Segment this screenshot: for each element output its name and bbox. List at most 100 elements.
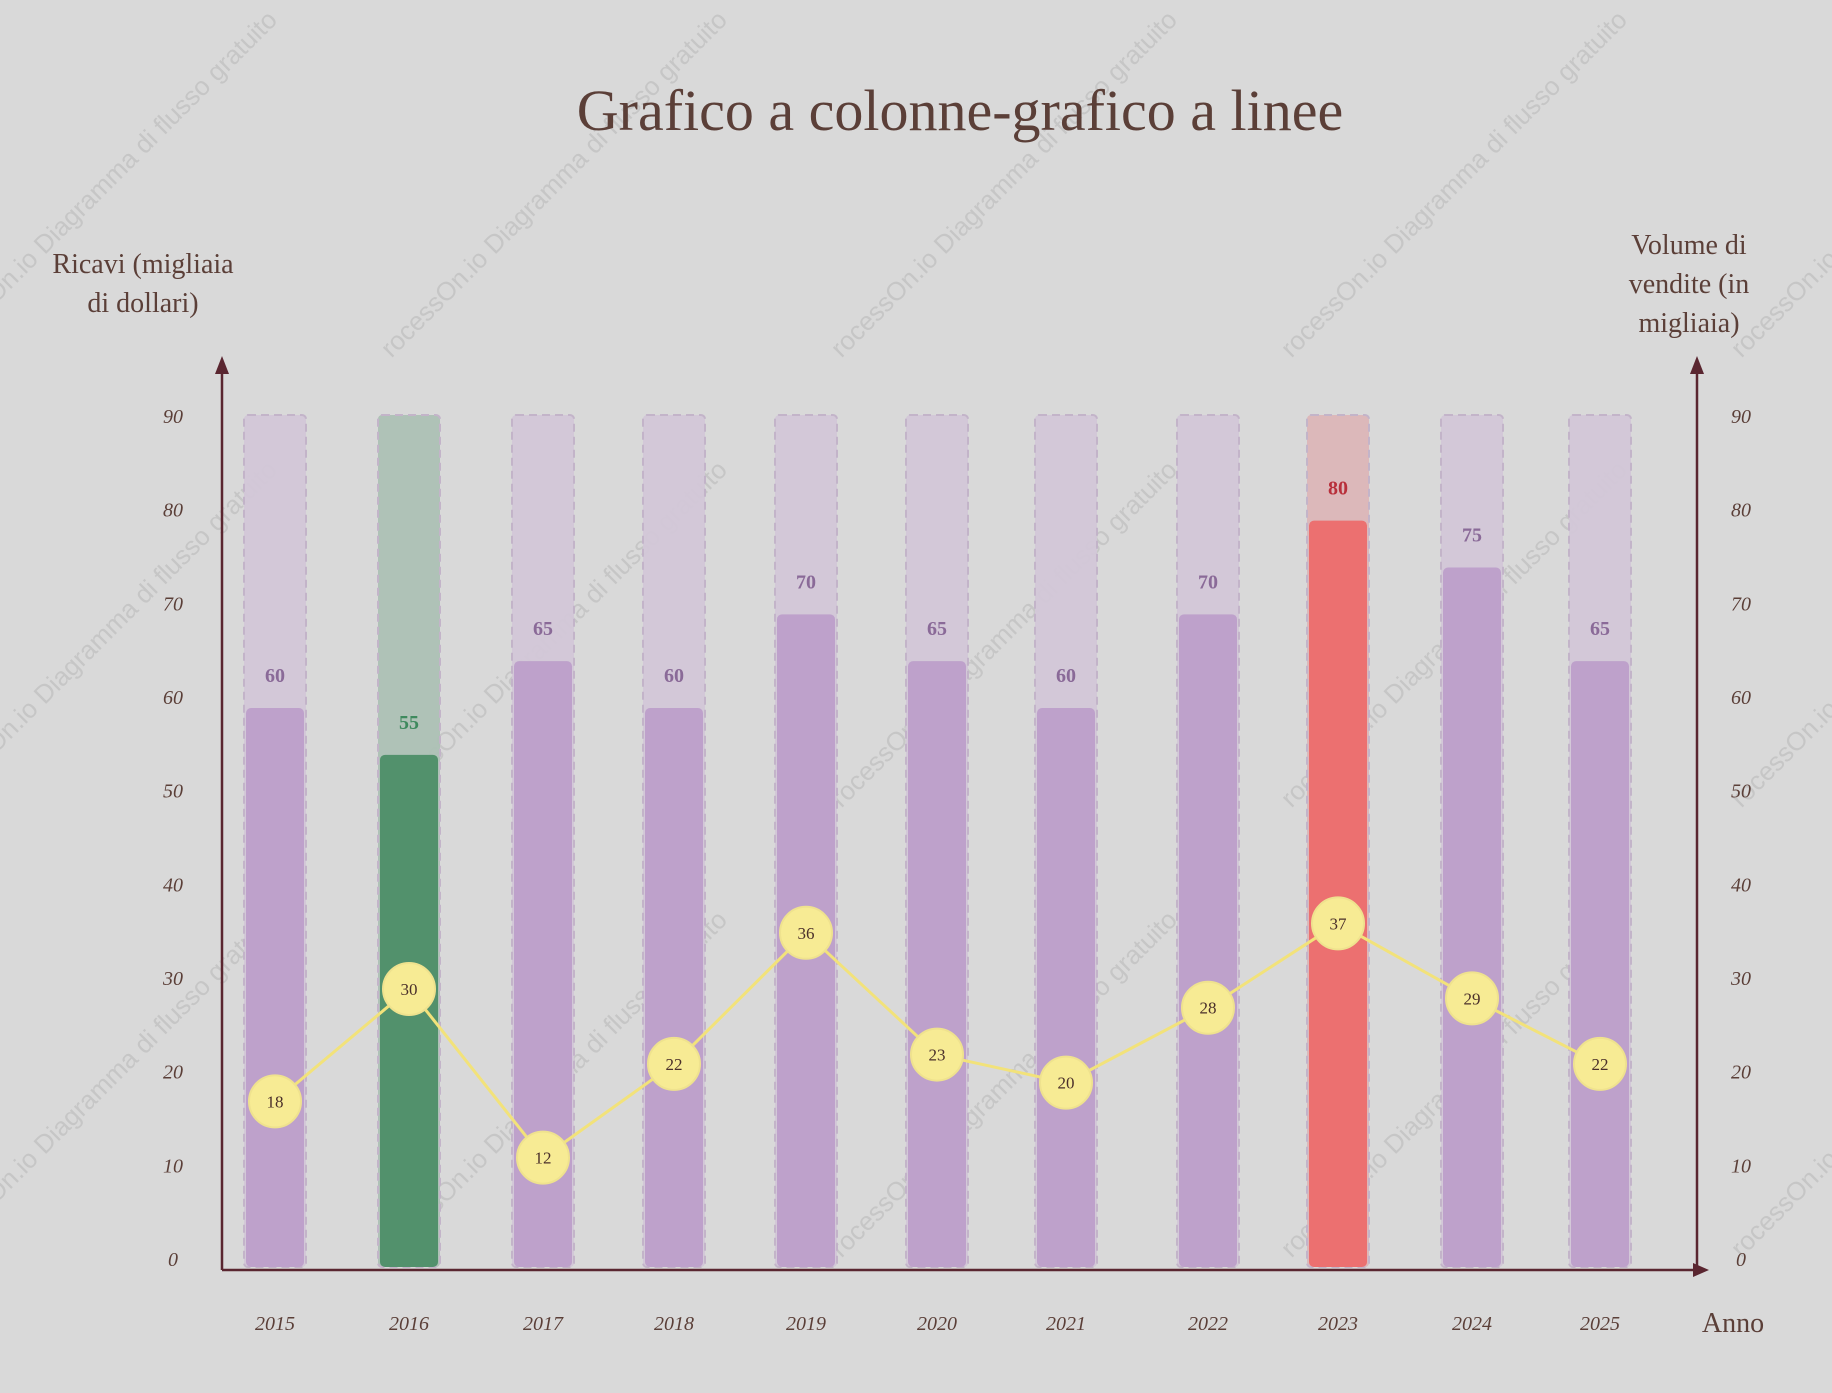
bar (645, 708, 703, 1267)
bar-group-2018: 60 (642, 414, 706, 1268)
x-tick-label: 2019 (786, 1313, 826, 1335)
watermark-text: rocessOn.io Diagramma di flusso gratuito (1724, 4, 1832, 362)
line-marker (1573, 1036, 1627, 1091)
line-value-label: 30 (401, 980, 418, 999)
line-series: 18 30 12 22 36 23 20 28 37 29 22 (248, 896, 1627, 1185)
watermark-text: rocessOn.io Diagramma di flusso gratuito (0, 454, 283, 812)
line-point-2023: 37 (1311, 896, 1365, 951)
left-y-tick-label: 70 (163, 593, 183, 615)
line-marker (1311, 896, 1365, 951)
x-tick-label: 2017 (523, 1313, 564, 1335)
right-y-tick-label: 10 (1731, 1155, 1751, 1177)
bar-group-2023: 80 (1306, 414, 1370, 1268)
bar-group-2019: 70 (774, 414, 838, 1268)
bar (1179, 614, 1237, 1267)
line-value-label: 12 (535, 1149, 552, 1168)
bar-value-label: 70 (1198, 571, 1218, 593)
left-y-tick-label: 20 (163, 1062, 183, 1084)
x-tick-label: 2021 (1046, 1313, 1086, 1335)
x-tick-label: 2025 (1580, 1313, 1620, 1335)
bar-value-label: 60 (664, 665, 684, 687)
bar (908, 661, 966, 1267)
right-axis-title-line-1: Volume di (1631, 230, 1747, 261)
chart-title: Grafico a colonne-grafico a linee (577, 78, 1343, 143)
bar-group-2025: 65 (1568, 414, 1632, 1268)
right-y-tick-label: 0 (1736, 1249, 1746, 1271)
right-y-tick-label: 90 (1731, 406, 1751, 428)
left-y-tick-label: 50 (163, 781, 183, 803)
line-value-label: 22 (666, 1055, 683, 1074)
x-tick-label: 2024 (1452, 1313, 1492, 1335)
left-y-tick-label: 30 (162, 968, 183, 990)
bar-value-label: 70 (796, 571, 816, 593)
watermark-text: rocessOn.io Diagramma di flusso gratuito (824, 904, 1182, 1262)
watermark-text: rocessOn.io Diagramma di flusso gratuito (824, 4, 1182, 362)
line-point-2020: 23 (910, 1027, 964, 1082)
line-marker (779, 905, 833, 960)
bar-group-2016: 55 (377, 414, 441, 1268)
bar (246, 708, 304, 1267)
line-marker (910, 1027, 964, 1082)
watermark-text: rocessOn.io Diagramma di flusso gratuito (824, 454, 1182, 812)
right-y-axis-arrow (1690, 356, 1704, 374)
line-marker (1039, 1055, 1093, 1110)
left-y-axis-arrow (215, 356, 229, 374)
bar-value-label: 65 (533, 618, 553, 640)
line-point-2024: 29 (1445, 971, 1499, 1026)
bar-value-label: 60 (1056, 665, 1076, 687)
left-y-tick-label: 0 (168, 1249, 178, 1271)
line-point-2016: 30 (382, 962, 436, 1016)
x-tick-label: 2016 (389, 1313, 429, 1335)
bar-group-2017: 65 (511, 414, 575, 1268)
line-value-label: 36 (798, 924, 815, 943)
left-y-tick-label: 90 (163, 406, 183, 428)
x-tick-label: 2015 (255, 1313, 295, 1335)
watermark-text: rocessOn.io Diagramma di flusso gratuito (1274, 4, 1632, 362)
left-y-tick-label: 60 (163, 687, 183, 709)
bar-value-label: 65 (927, 618, 947, 640)
line-value-label: 20 (1058, 1074, 1075, 1093)
line-point-2017: 12 (516, 1130, 570, 1185)
line-point-2015: 18 (248, 1074, 302, 1129)
bar-value-label: 80 (1328, 478, 1348, 500)
line-value-label: 29 (1464, 989, 1481, 1008)
right-axis-title-line-2: vendite (in (1629, 269, 1750, 300)
bar-group-2022: 70 (1176, 414, 1240, 1268)
bar (1443, 567, 1501, 1267)
bar-group-2020: 65 (905, 414, 969, 1268)
x-tick-label: 2020 (917, 1313, 957, 1335)
right-y-tick-label: 40 (1731, 874, 1751, 896)
right-y-tick-label: 50 (1731, 781, 1751, 803)
line-marker (1181, 980, 1235, 1035)
line-value-label: 23 (929, 1046, 946, 1065)
right-axis-title-line-3: migliaia) (1638, 308, 1739, 339)
bar-value-label: 75 (1462, 525, 1482, 547)
x-tick-label: 2022 (1188, 1313, 1228, 1335)
bar (1309, 520, 1367, 1267)
line-point-2025: 22 (1573, 1036, 1627, 1091)
line-point-2019: 36 (779, 905, 833, 960)
right-y-tick-label: 80 (1731, 500, 1751, 522)
line-value-label: 28 (1200, 999, 1217, 1018)
line-point-2022: 28 (1181, 980, 1235, 1035)
watermark-text: rocessOn.io Diagramma di flusso gratuito (374, 4, 732, 362)
bar-value-label: 65 (1590, 618, 1610, 640)
line-point-2018: 22 (647, 1036, 701, 1091)
bar (1571, 661, 1629, 1267)
x-axis-title: Anno (1702, 1308, 1764, 1339)
line-marker (248, 1074, 302, 1129)
line-value-label: 37 (1330, 914, 1348, 933)
bar-value-label: 60 (265, 665, 285, 687)
right-y-tick-label: 20 (1731, 1062, 1751, 1084)
bar-series: 60 55 65 60 70 65 60 70 80 75 65 (243, 414, 1632, 1268)
x-tick-label: 2018 (654, 1313, 694, 1335)
bar-group-2015: 60 (243, 414, 307, 1268)
left-axis-title-line-1: Ricavi (migliaia (52, 249, 234, 280)
line-value-label: 18 (267, 1092, 284, 1111)
bar-group-2021: 60 (1034, 414, 1098, 1268)
left-axis-title-line-2: di dollari) (87, 288, 198, 319)
line-marker (516, 1130, 570, 1185)
